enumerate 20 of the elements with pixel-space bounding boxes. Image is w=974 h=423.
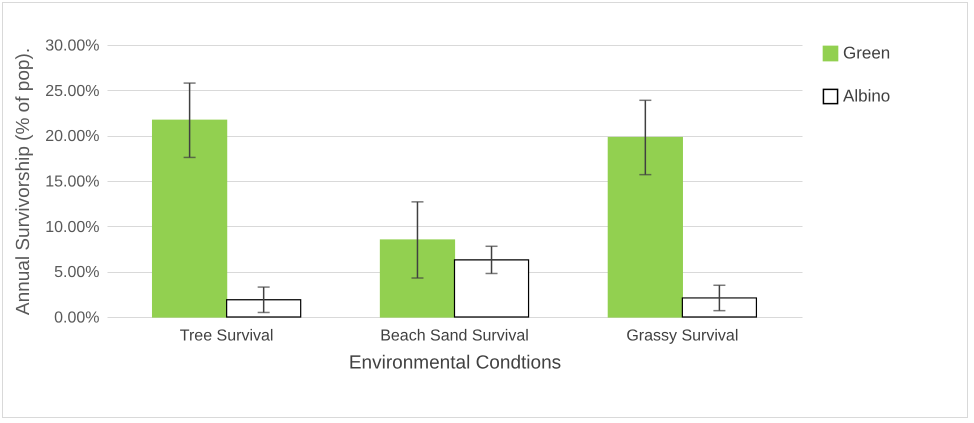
bar xyxy=(152,120,228,318)
bar xyxy=(380,239,456,318)
legend-label: Green xyxy=(843,44,890,62)
bar xyxy=(608,136,683,318)
x-tick-label: Beach Sand Survival xyxy=(380,328,529,344)
y-tick-label: 0.00% xyxy=(54,310,100,326)
x-axis-title: Environmental Condtions xyxy=(348,352,562,374)
y-tick-label: 25.00% xyxy=(45,82,100,100)
legend-label: Albino xyxy=(843,86,890,106)
y-tick-label: 15.00% xyxy=(45,174,100,190)
y-tick-label: 5.00% xyxy=(54,264,100,282)
x-tick-label: Grassy Survival xyxy=(626,328,738,344)
bar xyxy=(226,299,302,318)
y-tick-label: 10.00% xyxy=(45,218,100,236)
y-tick-label: 30.00% xyxy=(45,38,100,54)
bar xyxy=(682,297,758,318)
x-tick-label: Tree Survival xyxy=(180,328,274,344)
y-tick-label: 20.00% xyxy=(45,128,100,146)
bar xyxy=(454,259,530,318)
y-axis-title: Annual Survivorship (% of pop). xyxy=(13,48,34,316)
